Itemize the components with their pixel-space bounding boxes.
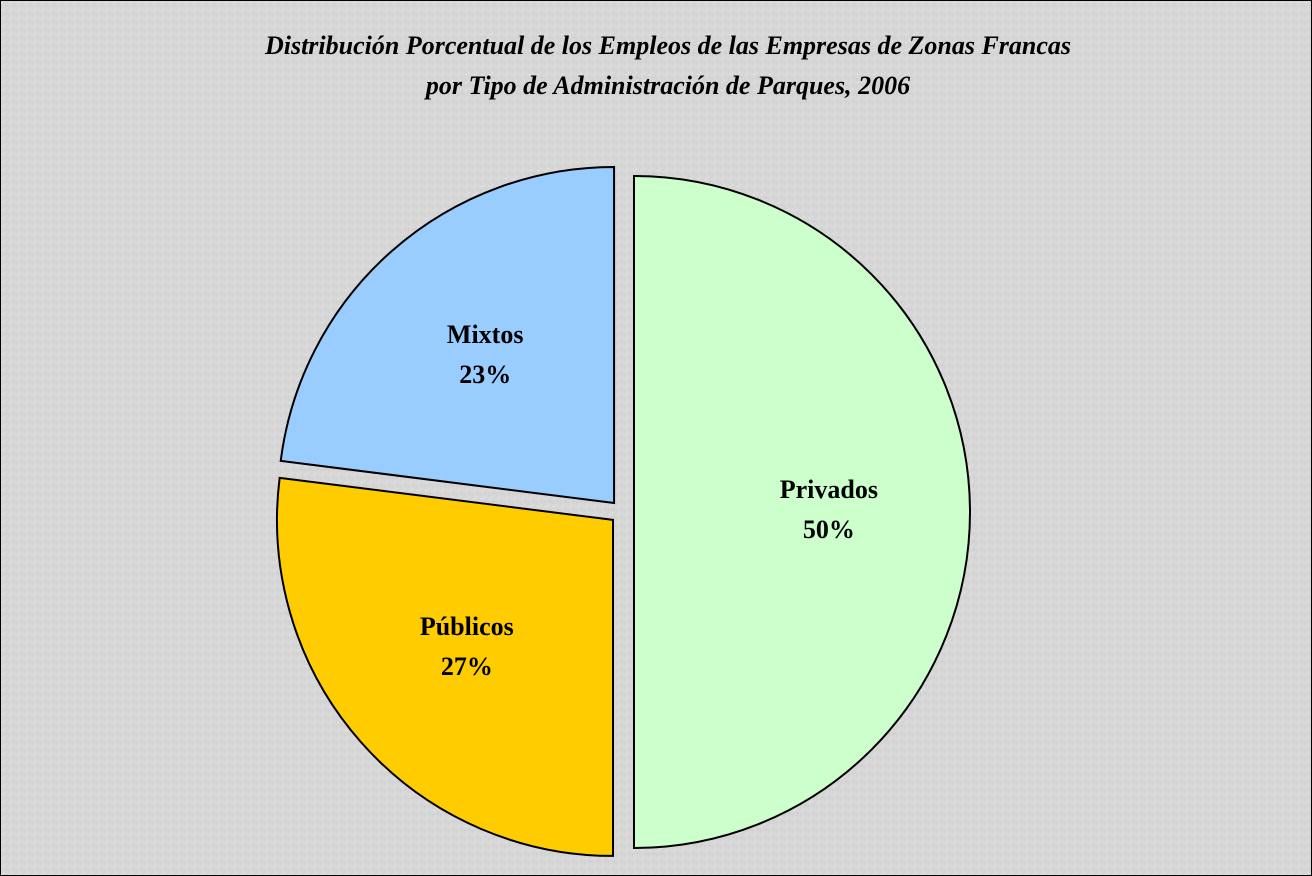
pie-slice — [279, 165, 616, 505]
slice-label: Públicos — [420, 612, 514, 641]
pie-slice — [633, 174, 971, 850]
value-label: 50% — [803, 515, 855, 544]
chart-title: por Tipo de Administración de Parques, 2… — [424, 71, 910, 100]
value-label: 27% — [441, 652, 493, 681]
slice-label: Mixtos — [447, 320, 524, 349]
pie-slice — [276, 476, 614, 857]
value-label: 23% — [459, 360, 511, 389]
slice-label: Privados — [780, 475, 878, 504]
chart-title: Distribución Porcentual de los Empleos d… — [264, 31, 1071, 60]
